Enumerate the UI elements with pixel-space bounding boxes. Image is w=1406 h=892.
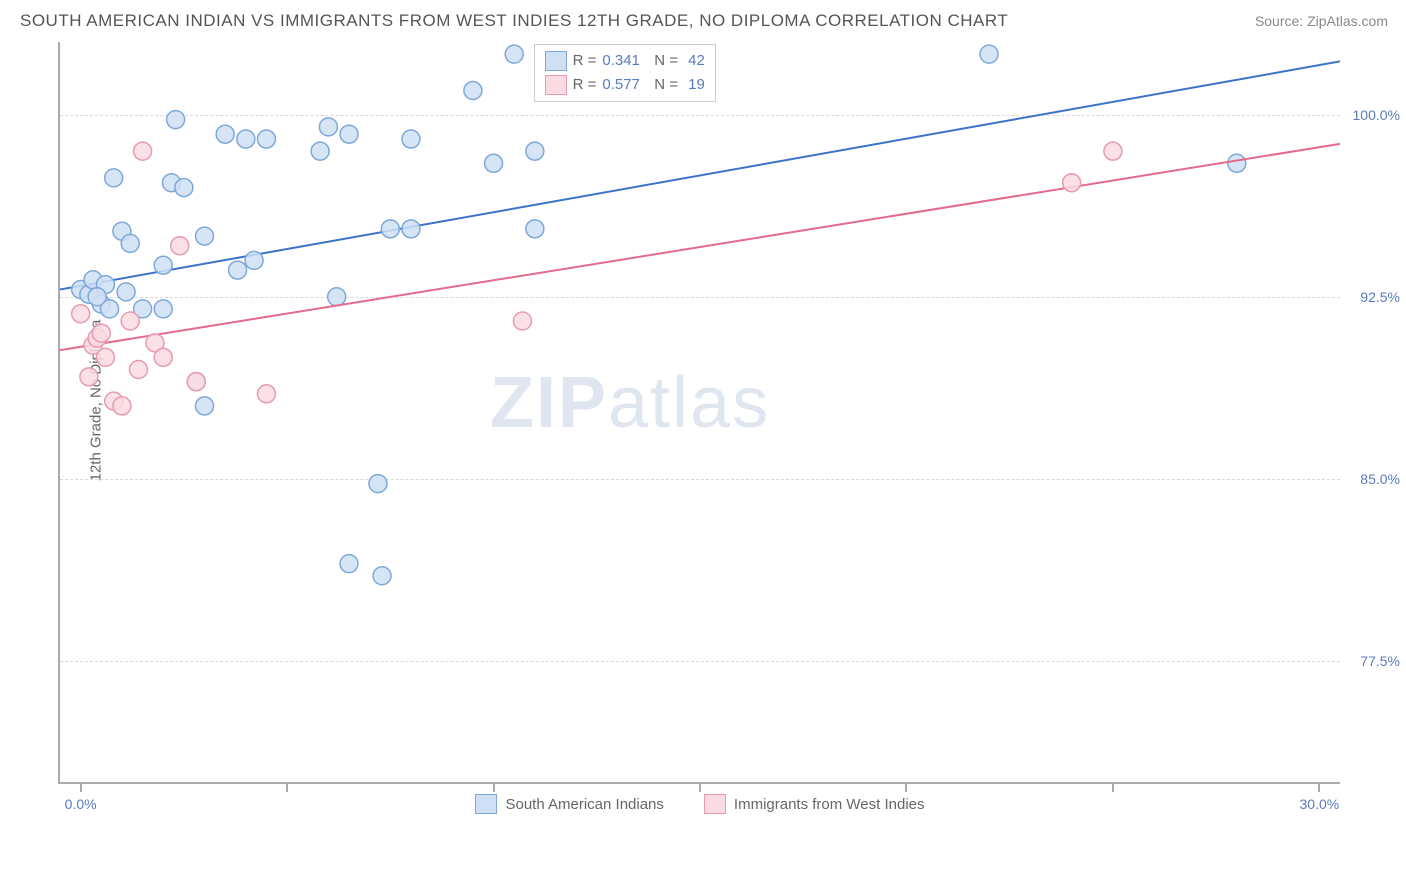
data-point: [319, 118, 337, 136]
y-tick-label: 92.5%: [1360, 289, 1400, 305]
data-point: [175, 179, 193, 197]
x-tick: [699, 782, 701, 792]
legend-label: Immigrants from West Indies: [734, 796, 925, 813]
source-label: Source: ZipAtlas.com: [1255, 13, 1388, 29]
data-point: [117, 283, 135, 301]
correlation-legend: R = 0.341 N = 42R = 0.577 N = 19: [534, 44, 716, 102]
legend-label: South American Indians: [505, 796, 663, 813]
legend-row: R = 0.577 N = 19: [545, 73, 705, 97]
data-point: [237, 130, 255, 148]
plot-area: ZIPatlas South American Indians Immigran…: [58, 42, 1340, 784]
data-point: [464, 82, 482, 100]
data-point: [373, 567, 391, 585]
data-point: [257, 130, 275, 148]
x-tick-label-right: 30.0%: [1299, 796, 1339, 812]
data-point: [526, 142, 544, 160]
data-point: [257, 385, 275, 403]
data-point: [187, 373, 205, 391]
data-point: [105, 169, 123, 187]
data-point: [196, 397, 214, 415]
data-point: [121, 312, 139, 330]
data-point: [311, 142, 329, 160]
x-tick: [905, 782, 907, 792]
data-point: [92, 324, 110, 342]
data-point: [72, 305, 90, 323]
data-point: [196, 227, 214, 245]
y-tick-label: 100.0%: [1353, 107, 1400, 123]
data-point: [381, 220, 399, 238]
chart-container: 12th Grade, No Diploma ZIPatlas South Am…: [20, 42, 1380, 822]
x-tick: [1318, 782, 1320, 792]
data-point: [513, 312, 531, 330]
data-point: [96, 348, 114, 366]
x-tick-label-left: 0.0%: [65, 796, 97, 812]
n-label: N =: [646, 73, 678, 97]
swatch-icon: [475, 794, 497, 814]
data-point: [113, 397, 131, 415]
n-value: 19: [684, 73, 705, 97]
data-point: [245, 251, 263, 269]
chart-svg: [60, 42, 1340, 782]
data-point: [340, 125, 358, 143]
data-point: [369, 475, 387, 493]
n-label: N =: [646, 49, 678, 73]
r-label: R =: [573, 49, 597, 73]
n-value: 42: [684, 49, 705, 73]
bottom-legend: South American Indians Immigrants from W…: [60, 794, 1340, 814]
y-tick-label: 85.0%: [1360, 471, 1400, 487]
x-tick: [493, 782, 495, 792]
data-point: [505, 45, 523, 63]
swatch-icon: [545, 51, 567, 71]
data-point: [171, 237, 189, 255]
data-point: [980, 45, 998, 63]
data-point: [1104, 142, 1122, 160]
legend-item-series-0: South American Indians: [475, 794, 663, 814]
data-point: [88, 288, 106, 306]
data-point: [216, 125, 234, 143]
r-label: R =: [573, 73, 597, 97]
data-point: [526, 220, 544, 238]
x-tick: [80, 782, 82, 792]
swatch-icon: [704, 794, 726, 814]
data-point: [485, 154, 503, 172]
r-value: 0.577: [602, 73, 640, 97]
data-point: [121, 234, 139, 252]
x-tick: [1112, 782, 1114, 792]
swatch-icon: [545, 75, 567, 95]
page-title: SOUTH AMERICAN INDIAN VS IMMIGRANTS FROM…: [20, 11, 1008, 31]
x-tick: [286, 782, 288, 792]
data-point: [402, 220, 420, 238]
r-value: 0.341: [602, 49, 640, 73]
data-point: [340, 555, 358, 573]
data-point: [1228, 154, 1246, 172]
legend-row: R = 0.341 N = 42: [545, 49, 705, 73]
data-point: [167, 111, 185, 129]
data-point: [80, 368, 98, 386]
data-point: [154, 256, 172, 274]
data-point: [154, 300, 172, 318]
data-point: [129, 361, 147, 379]
legend-item-series-1: Immigrants from West Indies: [704, 794, 925, 814]
data-point: [1063, 174, 1081, 192]
data-point: [154, 348, 172, 366]
data-point: [328, 288, 346, 306]
data-point: [134, 142, 152, 160]
y-tick-label: 77.5%: [1360, 653, 1400, 669]
data-point: [229, 261, 247, 279]
data-point: [402, 130, 420, 148]
